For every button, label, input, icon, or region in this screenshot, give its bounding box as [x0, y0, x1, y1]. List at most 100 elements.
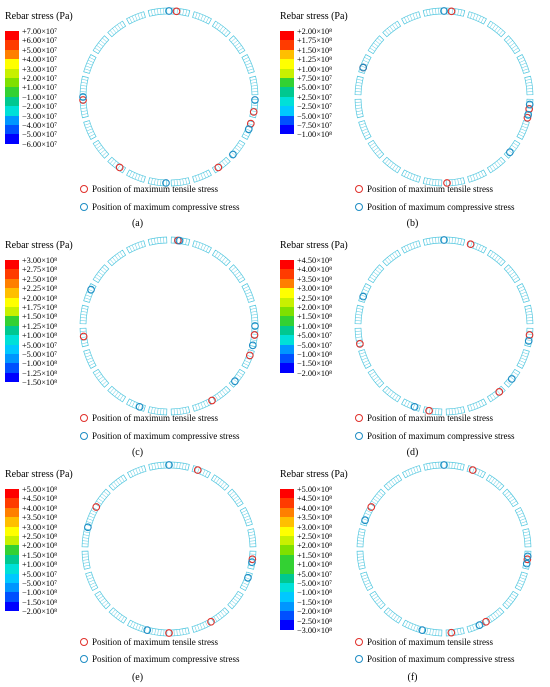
color-band	[280, 68, 294, 78]
tensile-legend: Position of maximum tensile stress	[80, 413, 218, 423]
color-scale-tick-label: +1.00×10⁸	[22, 560, 58, 570]
color-scale-tick-label: +7.00×10⁷	[22, 27, 58, 36]
panel-caption: (e)	[131, 672, 144, 683]
tensile-legend: Position of maximum tensile stress	[80, 637, 218, 647]
tensile-marker	[214, 163, 223, 172]
ring-segment	[81, 528, 91, 548]
ring-segment	[148, 461, 168, 471]
compressive-marker	[251, 322, 259, 330]
ring-segment	[192, 398, 212, 412]
panel-caption: (a)	[131, 218, 144, 229]
ring-segment	[356, 528, 366, 548]
color-scale-tick-label: −1.00×10⁸	[297, 130, 333, 140]
tensile-label: Position of maximum tensile stress	[92, 184, 218, 194]
tensile-marker	[468, 466, 477, 474]
color-band	[5, 592, 19, 602]
ring-segment	[524, 304, 534, 325]
compressive-marker	[475, 621, 484, 629]
ring-segment	[108, 474, 128, 491]
blue-circle-icon	[355, 655, 363, 663]
color-band	[280, 49, 294, 60]
tensile-legend: Position of maximum tensile stress	[355, 637, 493, 647]
tensile-marker	[367, 503, 376, 511]
color-scale-tick-label: +2.25×10⁸	[22, 284, 58, 294]
legend-title: Rebar stress (Pa)	[5, 11, 73, 22]
blue-circle-icon	[355, 203, 363, 211]
color-band	[280, 325, 294, 336]
tensile-marker	[466, 240, 475, 249]
panel-e: Rebar stress (Pa) +5.00×10⁸ +4.50×10⁸ +4.0…	[0, 458, 275, 687]
color-scale-tick-label: +2.00×10⁸	[22, 293, 58, 303]
ring-segment	[170, 406, 191, 416]
tensile-marker	[193, 466, 202, 474]
panel-caption: (b)	[406, 218, 419, 229]
color-band	[5, 344, 19, 354]
color-scale-tick-label: +5.00×10⁸	[22, 485, 58, 494]
legend-title: Rebar stress (Pa)	[5, 240, 73, 251]
ring-segment	[211, 249, 231, 267]
ring-segment	[422, 7, 443, 17]
color-scale-tick-label: +1.50×10⁸	[297, 45, 333, 55]
color-band	[280, 489, 294, 499]
color-band	[5, 68, 19, 78]
compressive-marker	[143, 626, 152, 634]
ring-segment	[486, 249, 506, 267]
color-band	[280, 335, 294, 345]
compressive-marker	[359, 292, 368, 301]
color-band	[280, 554, 294, 565]
ring-segment	[147, 7, 168, 17]
color-scale-tick-label: −1.50×10⁸	[297, 359, 333, 369]
ring-segment	[107, 385, 127, 403]
tensile-marker	[523, 113, 532, 122]
color-scale-tick-label: +3.00×10⁸	[22, 256, 58, 265]
ring-segment	[358, 349, 372, 369]
ring-segment	[467, 169, 487, 183]
ring-diagram	[79, 7, 259, 187]
color-band	[280, 124, 294, 135]
compressive-marker	[524, 337, 533, 345]
blue-circle-icon	[80, 432, 88, 440]
color-band	[280, 59, 294, 69]
color-band	[280, 31, 294, 41]
color-band	[280, 353, 294, 364]
color-scale-bar	[5, 489, 19, 612]
ring-segment	[503, 35, 521, 55]
ring-segment	[192, 11, 212, 25]
tensile-legend: Position of maximum tensile stress	[80, 184, 218, 194]
ring-segment	[83, 120, 97, 140]
ring-segment	[382, 385, 402, 403]
legend-title: Rebar stress (Pa)	[5, 469, 73, 480]
color-band	[280, 96, 294, 107]
tensile-marker	[165, 629, 173, 637]
ring-segment	[367, 35, 385, 55]
compressive-marker	[79, 93, 87, 101]
color-scale-tick-label: +1.50×10⁸	[297, 550, 333, 560]
color-scale-tick-label: +3.00×10⁸	[297, 284, 333, 294]
ring-segment	[356, 550, 366, 570]
red-circle-icon	[355, 414, 363, 422]
color-scale-tick-label: +6.00×10⁷	[22, 36, 58, 46]
ring-segment	[360, 571, 374, 591]
compressive-marker	[84, 523, 92, 532]
color-scale-tick-label: −2.00×10⁷	[22, 102, 58, 112]
color-scale-tick-label: −3.00×10⁸	[297, 626, 333, 635]
color-scale-tick-label: +5.00×10⁷	[22, 569, 58, 579]
panel-d: Rebar stress (Pa) +4.50×10⁸ +4.00×10⁸ +3.5…	[275, 229, 550, 458]
color-scale-tick-label: +2.00×10⁷	[22, 74, 58, 83]
color-band	[5, 545, 19, 555]
color-band	[280, 573, 294, 583]
color-scale-tick-label: +3.50×10⁸	[22, 513, 58, 523]
color-band	[280, 620, 294, 630]
tensile-marker	[447, 628, 456, 637]
compressive-marker	[135, 402, 144, 411]
ring-segment	[249, 75, 259, 96]
color-scale-tick-label: +4.00×10⁷	[22, 55, 58, 65]
ring-diagram	[79, 236, 259, 416]
ring-segment	[422, 177, 443, 187]
color-band	[280, 260, 294, 270]
ring-segment	[107, 20, 127, 38]
color-scale-tick-label: +1.50×10⁸	[297, 312, 333, 322]
color-scale-tick-label: +2.50×10⁸	[297, 293, 333, 303]
color-scale-tick-label: +1.00×10⁸	[22, 331, 58, 341]
color-scale-tick-label: −1.00×10⁷	[22, 92, 58, 102]
